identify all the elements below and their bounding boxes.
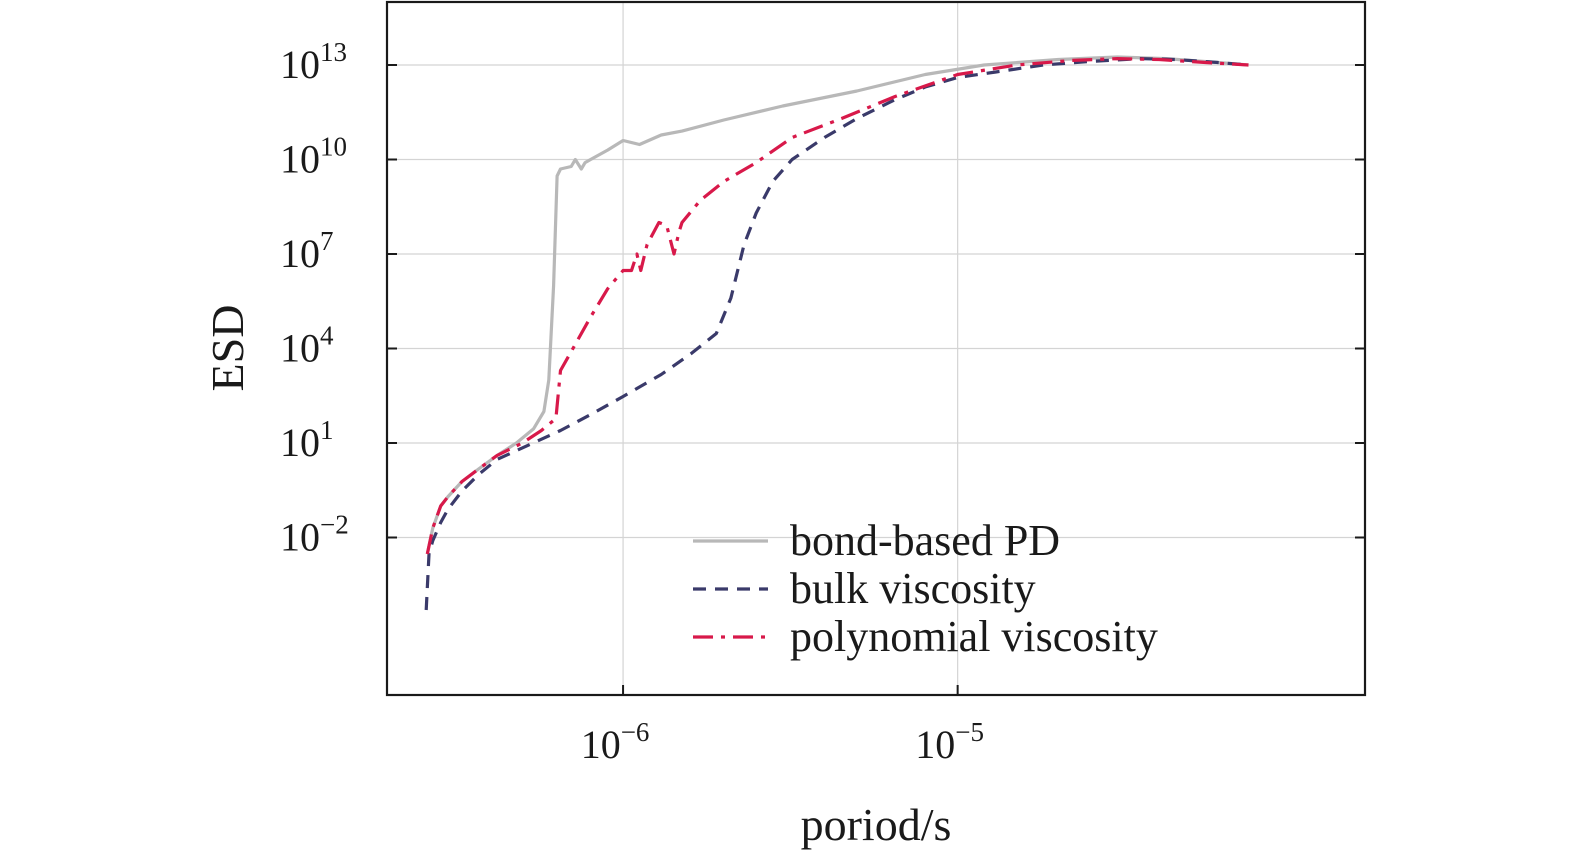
legend-label: bond-based PD — [790, 516, 1060, 565]
y-tick-label: 1010 — [280, 132, 347, 182]
legend-label: bulk viscosity — [790, 564, 1036, 613]
y-tick-label: 107 — [280, 226, 334, 276]
x-axis-label: poriod/s — [801, 799, 952, 850]
y-tick-label: 101 — [280, 415, 334, 465]
legend-label: polynomial viscosity — [790, 612, 1158, 661]
y-axis-label: ESD — [202, 305, 253, 392]
x-tick-label: 10−6 — [581, 717, 650, 767]
y-tick-label: 1013 — [280, 37, 347, 87]
plot-area — [424, 55, 1249, 611]
series-line — [424, 56, 1249, 611]
series-line — [425, 55, 1249, 555]
axis-ticks: 10−6 10−5 10−2 101 104 107 1010 1013 — [280, 37, 1365, 767]
y-tick-label: 104 — [280, 321, 334, 371]
series-line — [425, 56, 1249, 555]
y-tick-label: 10−2 — [280, 510, 349, 560]
x-tick-label: 10−5 — [915, 717, 984, 767]
